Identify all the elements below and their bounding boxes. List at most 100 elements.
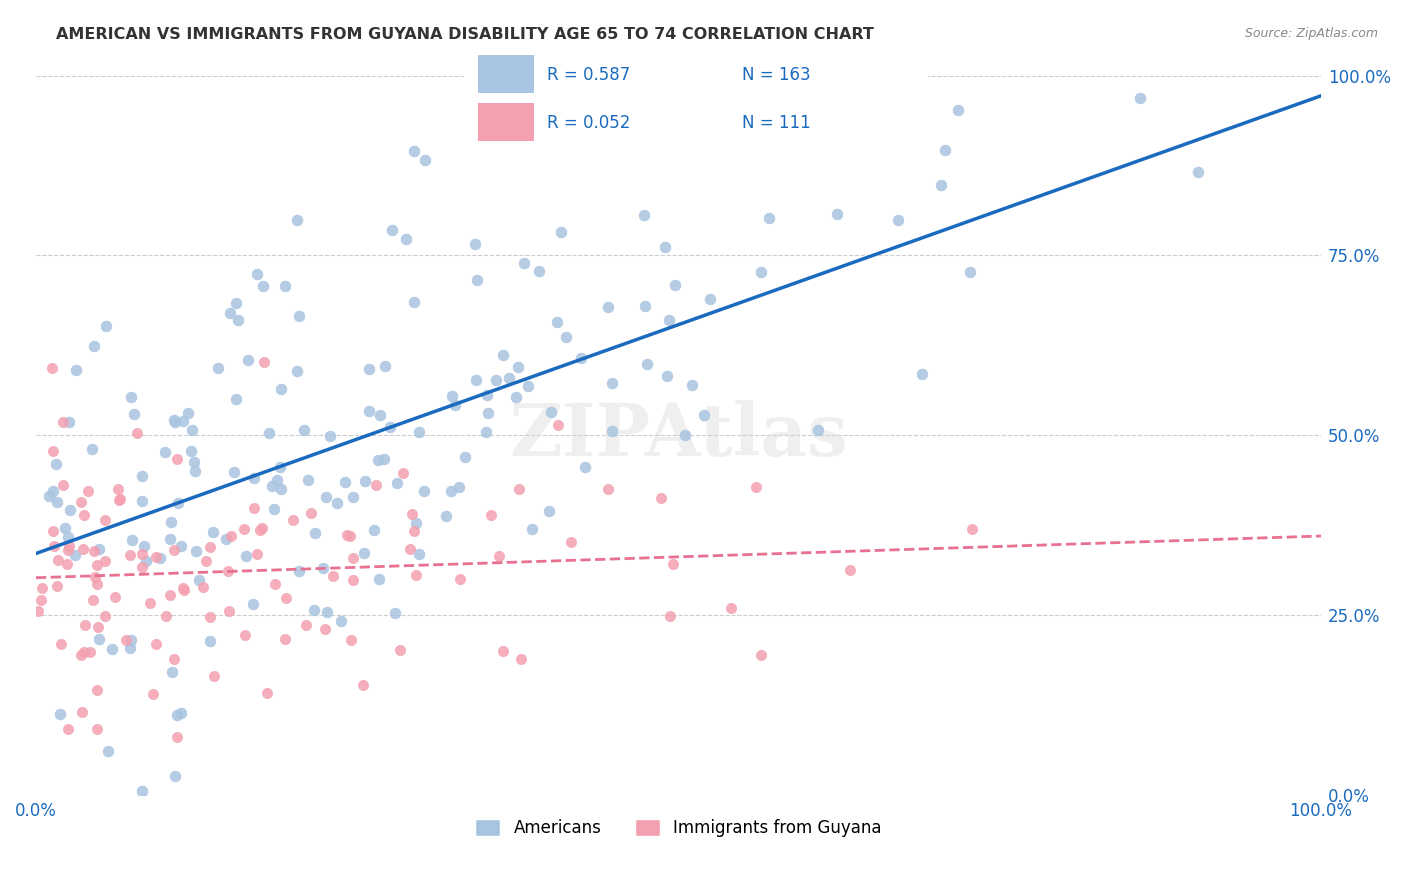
Point bbox=[633, 208, 655, 222]
Point bbox=[318, 429, 340, 443]
Point bbox=[131, 469, 153, 483]
Point bbox=[75, 617, 97, 632]
Point bbox=[260, 478, 283, 492]
Point bbox=[198, 610, 221, 624]
Point bbox=[162, 543, 184, 558]
Point bbox=[86, 722, 108, 736]
Point bbox=[550, 225, 572, 239]
Point bbox=[405, 516, 427, 531]
Point bbox=[281, 513, 304, 527]
Point bbox=[335, 475, 357, 489]
Point bbox=[434, 509, 457, 524]
Point bbox=[73, 645, 96, 659]
Point bbox=[166, 496, 188, 510]
Point bbox=[246, 268, 269, 282]
Point bbox=[285, 213, 308, 227]
Point bbox=[180, 443, 202, 458]
Point bbox=[367, 453, 389, 467]
Point bbox=[202, 524, 225, 539]
Text: Source: ZipAtlas.com: Source: ZipAtlas.com bbox=[1244, 27, 1378, 40]
Point bbox=[636, 357, 658, 371]
Point bbox=[131, 784, 153, 798]
Point bbox=[474, 425, 496, 440]
Point bbox=[454, 450, 477, 465]
FancyBboxPatch shape bbox=[454, 43, 938, 153]
Bar bbox=[478, 103, 534, 141]
Point bbox=[934, 143, 956, 157]
Point bbox=[225, 392, 247, 406]
Point bbox=[181, 423, 204, 437]
Point bbox=[527, 264, 550, 278]
Point bbox=[329, 615, 352, 629]
Point bbox=[263, 577, 285, 591]
Point bbox=[354, 474, 377, 488]
Point bbox=[315, 605, 337, 619]
Point bbox=[546, 315, 568, 329]
Point bbox=[288, 564, 311, 578]
Point bbox=[83, 339, 105, 353]
Point bbox=[31, 581, 53, 595]
Point bbox=[505, 390, 527, 404]
Point bbox=[49, 707, 72, 722]
Point bbox=[673, 427, 696, 442]
Point bbox=[373, 451, 395, 466]
Point bbox=[87, 632, 110, 646]
Point bbox=[238, 352, 260, 367]
Point bbox=[89, 542, 111, 557]
Point bbox=[160, 515, 183, 529]
Point bbox=[246, 547, 269, 561]
Point bbox=[465, 273, 488, 287]
Point bbox=[517, 378, 540, 392]
Point bbox=[122, 407, 145, 421]
Point bbox=[749, 265, 772, 279]
Point bbox=[163, 413, 186, 427]
Point bbox=[218, 604, 240, 618]
Point bbox=[56, 530, 79, 544]
Point bbox=[173, 582, 195, 597]
Point bbox=[447, 480, 470, 494]
Point bbox=[297, 473, 319, 487]
Point bbox=[65, 362, 87, 376]
Point bbox=[654, 240, 676, 254]
Point bbox=[336, 528, 359, 542]
Point bbox=[188, 573, 211, 587]
Point bbox=[79, 645, 101, 659]
Point bbox=[402, 524, 425, 539]
Point bbox=[73, 508, 96, 523]
Point bbox=[253, 355, 276, 369]
Point bbox=[408, 425, 430, 439]
Point bbox=[177, 406, 200, 420]
Point bbox=[508, 482, 530, 496]
Point bbox=[72, 705, 94, 719]
Point bbox=[184, 463, 207, 477]
Point bbox=[359, 404, 381, 418]
Point bbox=[315, 490, 337, 504]
Legend: Americans, Immigrants from Guyana: Americans, Immigrants from Guyana bbox=[468, 813, 889, 844]
Point bbox=[440, 389, 463, 403]
Point bbox=[395, 232, 418, 246]
Point bbox=[929, 178, 952, 192]
Point bbox=[270, 382, 292, 396]
Point bbox=[602, 376, 624, 390]
Point bbox=[887, 212, 910, 227]
Point bbox=[508, 360, 530, 375]
Point bbox=[63, 548, 86, 562]
Point bbox=[299, 506, 322, 520]
Point bbox=[94, 319, 117, 334]
Point bbox=[368, 409, 391, 423]
Point bbox=[449, 572, 471, 586]
Point bbox=[560, 534, 582, 549]
Point bbox=[166, 708, 188, 723]
Point bbox=[662, 557, 685, 571]
Point bbox=[402, 295, 425, 310]
Point bbox=[391, 467, 413, 481]
Point bbox=[59, 502, 82, 516]
Point bbox=[322, 568, 344, 582]
Point bbox=[214, 532, 236, 546]
Point bbox=[169, 706, 191, 721]
Point bbox=[232, 522, 254, 536]
Point bbox=[70, 495, 93, 509]
Point bbox=[302, 603, 325, 617]
Point bbox=[408, 548, 430, 562]
Point bbox=[464, 373, 486, 387]
